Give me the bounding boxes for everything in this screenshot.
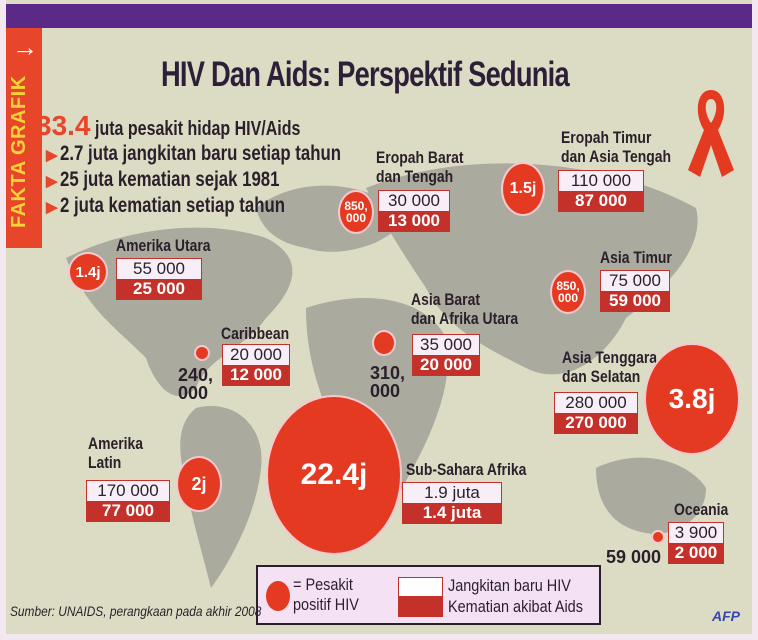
afp-logo: AFP	[712, 608, 740, 624]
source-note: Sumber: UNAIDS, perangkaan pada akhir 20…	[10, 603, 262, 619]
stats-box: 20 000 12 000	[222, 344, 290, 386]
page-title: HIV Dan Aids: Perspektif Sedunia	[161, 55, 570, 94]
hiv-bubble	[651, 530, 665, 544]
region-label-asia-barat: Asia Barat dan Afrika Utara	[411, 290, 519, 328]
stats-box: 30 000 13 000	[378, 190, 450, 232]
stats-box: 110 000 87 000	[558, 170, 644, 212]
hiv-count: 59 000	[606, 547, 662, 567]
region-label-amerika-latin: Amerika Latin	[88, 434, 144, 472]
stats-box: 3 900 2 000	[668, 522, 724, 564]
hiv-count: 240, 000	[178, 365, 214, 403]
stats-box: 280 000 270 000	[554, 392, 638, 434]
hiv-bubble: 850, 000	[550, 270, 586, 314]
hiv-bubble: 22.4j	[266, 395, 402, 555]
hiv-bubble: 1.4j	[68, 252, 108, 292]
region-label-asia-tenggara: Asia Tenggara dan Selatan	[562, 348, 658, 386]
aids-ribbon-icon	[688, 90, 734, 177]
bullet-item: ▶25 juta kematian sejak 1981	[46, 168, 280, 191]
hiv-count: 310, 000	[370, 363, 406, 401]
region-label-eropah-barat: Eropah Barat dan Tengah	[376, 148, 464, 186]
region-label-asia-timur: Asia Timur	[600, 248, 672, 267]
legend-bubble-label: = Pesakit positif HIV	[293, 575, 359, 614]
headline-text: juta pesakit hidap HIV/Aids	[94, 118, 301, 140]
infographic: → FAKTA GRAFIK HIV Dan Aids: Perspektif …	[6, 0, 752, 634]
hiv-bubble	[372, 330, 396, 356]
hiv-bubble: 3.8j	[644, 343, 740, 455]
headline-stat: 33.4 juta pesakit hidap HIV/Aids	[36, 110, 352, 142]
bubble-legend-icon	[266, 581, 290, 611]
region-label-sub-sahara: Sub-Sahara Afrika	[406, 460, 527, 479]
bullet-item: ▶2 juta kematian setiap tahun	[46, 194, 285, 217]
legend: = Pesakit positif HIV Jangkitan baru HIV K…	[256, 565, 601, 625]
triangle-icon: ▶	[46, 147, 58, 164]
side-tab-label: FAKTA GRAFIK	[8, 75, 30, 228]
region-label-eropah-timur: Eropah Timur dan Asia Tengah	[561, 128, 671, 166]
header-bar	[6, 4, 752, 28]
fakta-grafik-tab: → FAKTA GRAFIK	[6, 28, 42, 248]
hiv-bubble: 850, 000	[338, 190, 374, 234]
headline-value: 33.4	[36, 110, 91, 141]
bullet-item: ▶2.7 juta jangkitan baru setiap tahun	[46, 142, 341, 165]
hiv-bubble: 1.5j	[501, 162, 545, 216]
triangle-icon: ▶	[46, 173, 58, 190]
arrow-right-icon: →	[12, 32, 38, 62]
triangle-icon: ▶	[46, 199, 58, 216]
stats-box: 35 000 20 000	[412, 334, 480, 376]
stats-box: 55 000 25 000	[116, 258, 202, 300]
new-infection-swatch	[398, 577, 443, 597]
hiv-bubble	[194, 345, 210, 361]
death-swatch	[398, 597, 443, 617]
stats-box: 1.9 juta 1.4 juta	[402, 482, 502, 524]
region-label-caribbean: Caribbean	[221, 324, 290, 343]
region-label-oceania: Oceania	[674, 500, 729, 519]
hiv-bubble: 2j	[176, 456, 222, 512]
region-label-amerika-utara: Amerika Utara	[116, 236, 211, 255]
stats-box: 75 000 59 000	[600, 270, 670, 312]
stats-box: 170 000 77 000	[86, 480, 170, 522]
legend-box-labels: Jangkitan baru HIV Kematian akibat Aids	[448, 576, 583, 616]
